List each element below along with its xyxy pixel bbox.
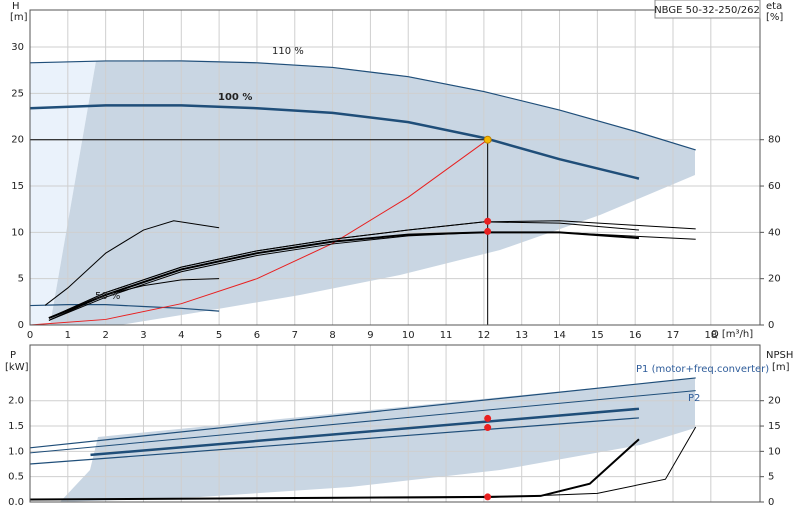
plot-frame xyxy=(29,9,761,326)
y-tick-label: 10 xyxy=(11,227,24,238)
x-tick-label: 10 xyxy=(402,330,415,341)
series-line xyxy=(29,377,696,449)
y2-unit: [%] xyxy=(766,12,783,23)
y2-tick-label: 80 xyxy=(768,135,781,146)
x-tick-label: 0 xyxy=(27,330,33,341)
y-tick-label: 0 xyxy=(18,320,24,331)
x-tick-label: 8 xyxy=(329,330,335,341)
y-tick-label: 2.0 xyxy=(8,396,24,407)
y-tick-label: 0.5 xyxy=(8,472,24,483)
region xyxy=(60,378,695,502)
region xyxy=(50,60,695,325)
marker xyxy=(484,414,492,422)
x-tick-label: 7 xyxy=(292,330,298,341)
x-tick-label: 14 xyxy=(553,330,566,341)
x-tick-label: 6 xyxy=(254,330,260,341)
y2-unit: [m] xyxy=(772,362,790,373)
y2-tick-label: 5 xyxy=(768,472,774,483)
series-label: 50 % xyxy=(95,291,120,302)
y-tick-label: 0.0 xyxy=(8,497,24,508)
marker xyxy=(484,217,492,225)
y-tick-label: 1.0 xyxy=(8,446,24,457)
y-tick-label: 25 xyxy=(11,88,24,99)
series-label: 110 % xyxy=(272,46,304,57)
x-tick-label: 11 xyxy=(440,330,453,341)
x-tick-label: 12 xyxy=(478,330,491,341)
y-tick-label: 15 xyxy=(11,181,24,192)
series-label: P2 xyxy=(688,393,700,404)
y2-tick-label: 20 xyxy=(768,274,781,285)
x-tick-label: 13 xyxy=(515,330,528,341)
series-label: P1 (motor+freq.converter) xyxy=(636,364,769,375)
y2-tick-label: 0 xyxy=(768,320,774,331)
title: NBGE 50-32-250/262 xyxy=(654,5,760,16)
y-tick-label: 1.5 xyxy=(8,421,24,432)
x-tick-label: 5 xyxy=(216,330,222,341)
y2-label: NPSH xyxy=(766,350,793,361)
x-tick-label: 2 xyxy=(102,330,108,341)
series-line xyxy=(29,390,696,454)
y2-tick-label: 60 xyxy=(768,181,781,192)
y2-tick-label: 20 xyxy=(768,396,781,407)
series-line xyxy=(48,221,640,319)
region-light xyxy=(30,61,96,325)
marker xyxy=(484,227,492,235)
series-line xyxy=(44,220,220,306)
x-tick-label: 3 xyxy=(140,330,146,341)
series-line xyxy=(29,426,697,500)
x-label: Q [m³/h] xyxy=(711,329,753,340)
y2-tick-label: 10 xyxy=(768,446,781,457)
x-tick-label: 17 xyxy=(667,330,680,341)
x-tick-label: 15 xyxy=(591,330,604,341)
y-tick-label: 5 xyxy=(18,274,24,285)
y-unit: [kW] xyxy=(5,362,29,373)
y2-tick-label: 15 xyxy=(768,421,781,432)
y-tick-label: 30 xyxy=(11,42,24,53)
x-tick-label: 9 xyxy=(367,330,373,341)
x-tick-label: 16 xyxy=(629,330,642,341)
plot-frame xyxy=(29,344,761,503)
y-label: P xyxy=(10,350,16,361)
x-tick-label: 1 xyxy=(65,330,71,341)
y-tick-label: 20 xyxy=(11,135,24,146)
x-tick-label: 4 xyxy=(178,330,184,341)
series-line xyxy=(90,407,640,457)
series-label: 100 % xyxy=(218,92,252,103)
series-line xyxy=(29,417,640,465)
marker xyxy=(483,135,492,144)
y2-tick-label: 40 xyxy=(768,227,781,238)
plot xyxy=(29,60,697,501)
y-label: H xyxy=(12,1,20,12)
series-line xyxy=(29,304,220,312)
marker xyxy=(484,493,492,501)
series-line xyxy=(29,104,640,180)
y2-tick-label: 0 xyxy=(768,497,774,508)
marker xyxy=(484,424,492,432)
series-line xyxy=(48,231,696,321)
y2-label: eta xyxy=(766,1,782,12)
series-line xyxy=(29,60,696,151)
title-box xyxy=(654,0,761,19)
series-line xyxy=(29,139,488,326)
x-tick-label: 18 xyxy=(704,330,717,341)
y-unit: [m] xyxy=(10,12,28,23)
